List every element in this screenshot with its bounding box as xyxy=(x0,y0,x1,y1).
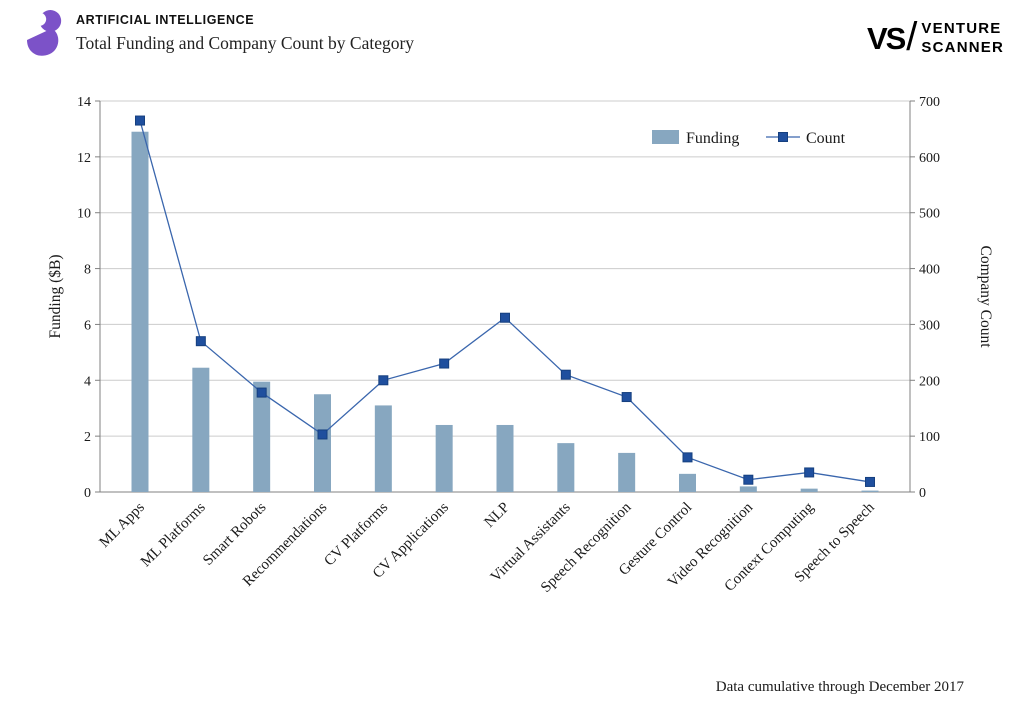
left-axis-tick-label: 8 xyxy=(84,263,91,278)
funding-bar xyxy=(800,488,818,492)
legend-count-label: Count xyxy=(806,130,846,147)
count-marker xyxy=(256,387,267,398)
funding-bar xyxy=(496,424,514,492)
funding-bar xyxy=(435,424,453,492)
legend-funding-label: Funding xyxy=(686,130,739,147)
vs-slash-icon: / xyxy=(906,14,918,59)
funding-bar xyxy=(253,381,271,492)
count-marker xyxy=(439,358,450,369)
right-axis-tick-label: 0 xyxy=(919,486,926,501)
count-marker xyxy=(682,452,693,463)
page-title: Total Funding and Company Count by Categ… xyxy=(76,33,415,53)
right-axis-tick-label: 400 xyxy=(919,263,940,278)
funding-bar xyxy=(618,452,636,492)
vs-mark: VS xyxy=(866,21,906,57)
left-axis-tick-label: 14 xyxy=(77,95,91,110)
x-axis-category-label: ML Platforms xyxy=(138,499,209,570)
count-marker xyxy=(500,312,510,323)
funding-bar xyxy=(679,473,696,492)
count-marker xyxy=(865,476,875,487)
right-axis-tick-label: 200 xyxy=(919,374,940,389)
right-axis-tick-label: 100 xyxy=(919,430,940,445)
funding-bar xyxy=(192,367,210,492)
count-marker xyxy=(195,336,206,347)
left-axis-tick-label: 2 xyxy=(84,430,91,445)
brand-word-venture: VENTURE xyxy=(921,20,1002,37)
count-marker xyxy=(378,375,389,386)
left-axis-tick-label: 6 xyxy=(84,318,91,333)
title-block: ARTIFICIAL INTELLIGENCE Total Funding an… xyxy=(76,13,414,54)
x-axis-category-label: NLP xyxy=(481,500,512,531)
ai-category-icon xyxy=(27,10,62,56)
brand-words: VENTURE SCANNER xyxy=(921,20,1004,58)
footer-note: Data cumulative through December 2017 xyxy=(715,679,964,695)
right-axis-title: Company Count xyxy=(977,245,994,348)
left-axis-title: Funding ($B) xyxy=(47,255,64,339)
category-label: ARTIFICIAL INTELLIGENCE xyxy=(76,13,255,27)
count-marker xyxy=(804,467,815,478)
right-axis-tick-label: 700 xyxy=(919,95,940,110)
legend-funding-swatch xyxy=(652,130,679,144)
left-axis-tick-label: 12 xyxy=(77,151,91,166)
count-marker xyxy=(135,115,145,126)
right-axis-tick-label: 500 xyxy=(919,207,940,222)
left-axis-tick-label: 0 xyxy=(84,486,91,501)
funding-bar xyxy=(314,394,331,492)
count-marker xyxy=(621,392,632,403)
count-marker xyxy=(743,474,754,485)
left-axis-tick-label: 10 xyxy=(77,207,91,222)
count-marker xyxy=(317,429,328,440)
funding-bar xyxy=(557,443,575,492)
right-axis-tick-label: 600 xyxy=(919,151,940,166)
funding-bar xyxy=(739,486,757,492)
x-axis-category-label: ML Apps xyxy=(97,499,148,550)
count-marker xyxy=(560,369,571,380)
legend-count-marker xyxy=(778,132,788,142)
funding-bar xyxy=(374,405,392,492)
funding-bar xyxy=(131,131,149,492)
venture-scanner-logo: VS / VENTURE SCANNER xyxy=(866,14,1004,59)
right-axis-tick-label: 300 xyxy=(919,318,940,333)
header: ARTIFICIAL INTELLIGENCE Total Funding an… xyxy=(0,0,1024,80)
left-axis-tick-label: 4 xyxy=(84,374,91,389)
brand-word-scanner: SCANNER xyxy=(921,38,1004,56)
funding-bar xyxy=(861,490,879,492)
